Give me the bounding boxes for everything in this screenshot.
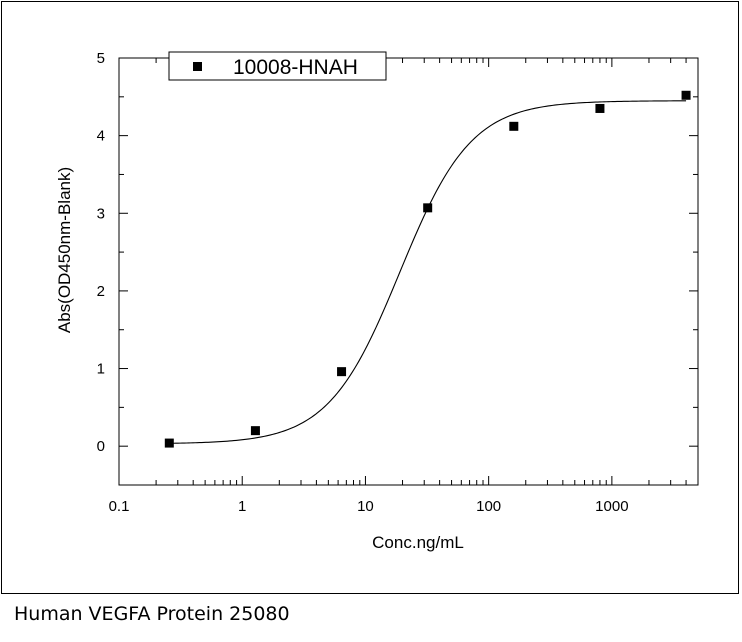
x-tick-label: 1 <box>238 498 246 515</box>
data-point <box>595 103 605 113</box>
y-tick-label: 5 <box>97 50 105 67</box>
legend-label: 10008-HNAH <box>233 56 358 79</box>
axes: 0.1 1 10 100 1000 0 1 2 3 4 5 <box>97 50 699 515</box>
chart: 0.1 1 10 100 1000 0 1 2 3 4 5 10008-HNAH Conc.ng/m… <box>55 50 699 552</box>
plot-area-border <box>118 57 699 486</box>
data-point <box>250 426 260 436</box>
data-point <box>337 367 347 377</box>
y-tick-label: 1 <box>97 361 105 378</box>
y-tick-label: 0 <box>97 438 105 455</box>
legend: 10008-HNAH <box>168 51 387 81</box>
figure-caption: Human VEGFA Protein 25080 <box>14 603 290 625</box>
y-tick-label: 3 <box>97 205 105 222</box>
x-tick-label: 100 <box>476 498 501 515</box>
legend-box <box>168 51 387 81</box>
data-points <box>164 90 691 448</box>
data-point <box>423 203 433 213</box>
data-point <box>509 121 519 131</box>
fit-curve-layer <box>169 100 687 444</box>
figure-frame: 0.1 1 10 100 1000 0 1 2 3 4 5 10008-HNAH Conc.ng/m… <box>1 1 739 594</box>
data-point <box>164 438 174 448</box>
fit-curve <box>169 100 687 444</box>
x-tick-label: 0.1 <box>109 498 130 515</box>
data-point <box>681 90 691 100</box>
x-axis-title: Conc.ng/mL <box>372 533 464 552</box>
x-tick-label: 1000 <box>595 498 628 515</box>
y-tick-label: 2 <box>97 283 105 300</box>
x-tick-label: 10 <box>357 498 374 515</box>
y-tick-label: 4 <box>97 128 105 145</box>
y-axis-title: Abs(OD450nm-Blank) <box>55 167 74 333</box>
legend-marker <box>193 62 202 71</box>
